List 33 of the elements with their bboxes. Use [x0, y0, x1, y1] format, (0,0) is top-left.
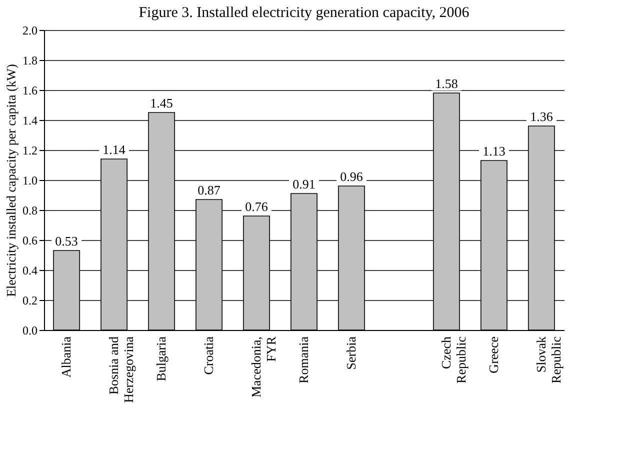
y-tick-label: 0.0	[22, 324, 38, 338]
x-tick-label: Bosnia and Herzegovina	[106, 336, 136, 403]
y-tick-label: 0.2	[22, 294, 38, 308]
y-tick-label: 1.0	[22, 174, 38, 188]
y-tick-label: 0.8	[22, 204, 38, 218]
data-label: 0.76	[245, 199, 268, 214]
x-tick-label: Croatia	[201, 336, 216, 375]
y-axis-title: Electricity installed capacity per capita (kW)	[4, 64, 18, 297]
x-tick-label: Czech Republic	[438, 336, 468, 384]
y-tick-label: 0.6	[22, 234, 38, 248]
x-tick-label: Romania	[296, 336, 311, 384]
data-label: 0.91	[292, 176, 316, 192]
data-label: 0.87	[198, 182, 221, 198]
y-tick-label: 1.6	[22, 84, 38, 98]
y-tick-label: 0.4	[22, 264, 38, 278]
data-label: 1.45	[150, 96, 173, 110]
x-tick-label: Albania	[58, 336, 74, 378]
y-tick-label: 1.2	[22, 144, 38, 158]
data-label: 0.96	[340, 169, 364, 184]
chart-title: Figure 3. Installed electricity generation capacity, 2006	[138, 5, 470, 21]
data-label: 1.58	[435, 76, 458, 91]
x-tick-label: Macedonia, FYR	[248, 336, 279, 398]
y-tick-label: 2.0	[22, 24, 38, 38]
y-tick-label: 1.8	[22, 54, 38, 68]
data-label: 1.13	[482, 144, 506, 158]
x-tick-label: Slovak Republic	[533, 336, 564, 384]
x-tick-label: Greece	[486, 336, 501, 374]
data-label: 1.14	[102, 142, 126, 157]
y-tick-label: 1.4	[22, 114, 38, 128]
x-tick-label: Serbia	[343, 336, 358, 370]
x-tick-label: Bulgaria	[154, 336, 169, 382]
data-label: 0.53	[55, 234, 78, 248]
data-label: 1.36	[530, 109, 554, 124]
